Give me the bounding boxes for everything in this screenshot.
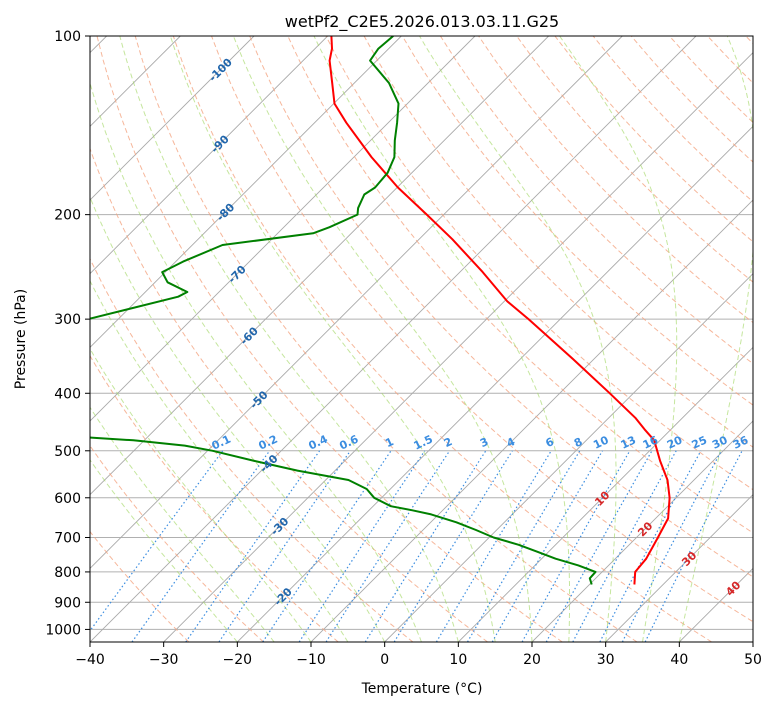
mixing-ratio-label: 13 [619,433,638,451]
isotherm-line [90,36,623,569]
mixing-ratio-line [644,450,743,642]
mixing-ratio-label: 25 [690,433,709,451]
chart-title: wetPf2_C2E5.2026.013.03.11.G25 [285,12,559,32]
y-tick-label: 700 [54,531,81,547]
dry-adiabat [401,36,753,406]
isotherm-line [458,346,753,642]
dry-adiabat [211,36,753,623]
mixing-ratio-line [325,450,451,642]
moist-adiabat [90,279,349,642]
dry-adiabat [90,530,190,642]
mixing-ratio-label: 10 [591,433,611,451]
moist-adiabat [90,459,238,642]
x-axis-label: Temperature (°C) [361,681,483,697]
mixing-ratio-line [364,450,487,642]
x-tick-label: −30 [149,652,179,668]
dry-adiabat [90,354,339,642]
dry-adiabat [325,36,753,491]
mixing-ratio-line [545,450,653,642]
y-tick-label: 400 [54,386,81,402]
dry-adiabat [516,36,753,283]
dry-adiabat [96,36,563,642]
dry-adiabat [90,444,264,642]
mixing-ratio-lines [90,450,743,642]
moist-adiabat [559,36,678,642]
mixing-ratio-line [90,450,224,632]
dry-adiabats [90,36,753,642]
dry-adiabat [439,36,753,365]
y-axis-label: Pressure (hPa) [13,289,29,389]
mixing-ratio-line [435,450,552,642]
moist-adiabat [169,36,496,642]
isotherm-line [384,273,753,642]
moist-adiabat [90,195,386,642]
isotherm-line [90,36,476,422]
y-tick-label: 300 [54,312,81,328]
isotherm-line [90,36,255,201]
moist-adiabat [90,81,422,642]
mixing-ratio-line [218,450,351,642]
dewpoint-profile-line [90,36,597,585]
dry-adiabat [90,147,488,642]
x-axis-ticks: −40 −30 −20 −10 0 10 20 30 40 50 [75,642,762,668]
x-tick-label: 20 [523,652,541,668]
dry-adiabat [249,36,753,578]
mixing-ratio-line [521,450,631,642]
mixing-ratio-line [298,450,426,642]
y-tick-label: 600 [54,491,81,507]
moist-adiabat [119,36,459,642]
moist-adiabat [419,36,617,642]
mixing-ratio-line [599,450,702,642]
isotherm-line [90,36,402,348]
moist-adiabat [232,36,533,642]
y-tick-label: 1000 [45,622,81,638]
x-tick-label: 40 [670,652,688,668]
mixing-ratio-line [262,450,392,642]
moist-adiabat [90,347,312,642]
y-tick-label: 100 [54,29,81,45]
temperature-profile-line [328,36,671,585]
mixing-ratio-line [185,450,321,642]
x-tick-label: 0 [380,652,389,668]
mixing-ratio-label: 20 [665,433,685,451]
moist-adiabat [90,406,275,642]
x-tick-label: 50 [744,652,762,668]
y-tick-label: 900 [54,595,81,611]
moist-adiabat [678,36,753,642]
mixing-ratio-line [131,450,271,642]
x-tick-label: −40 [75,652,105,668]
dry-adiabat [172,36,712,642]
mixing-ratio-label: 30 [710,433,730,451]
isotherms [90,36,753,642]
isotherm-line [90,36,328,275]
mixing-ratio-line [572,450,677,642]
isotherm-line [237,125,753,642]
isotherm-line [90,36,697,642]
dry-adiabat [90,257,414,642]
isotherm-line [90,36,549,496]
y-axis-ticks: 100 200 300 400 500 600 700 800 900 1000 [45,29,90,638]
plot-frame [89,35,754,643]
isotherm-line [531,420,753,642]
mixing-ratio-label: 36 [731,433,751,451]
y-tick-label: 500 [54,444,81,460]
isotherm-line [163,52,753,642]
y-tick-label: 200 [54,208,81,224]
dry-adiabat [134,36,638,642]
x-tick-label: 10 [449,652,467,668]
x-tick-label: 30 [597,652,615,668]
isotherm-line [605,494,753,642]
mixing-ratio-label: 16 [641,433,661,451]
y-tick-label: 800 [54,565,81,581]
profile-series [90,36,671,585]
x-tick-label: −10 [296,652,326,668]
x-tick-label: −20 [223,652,253,668]
